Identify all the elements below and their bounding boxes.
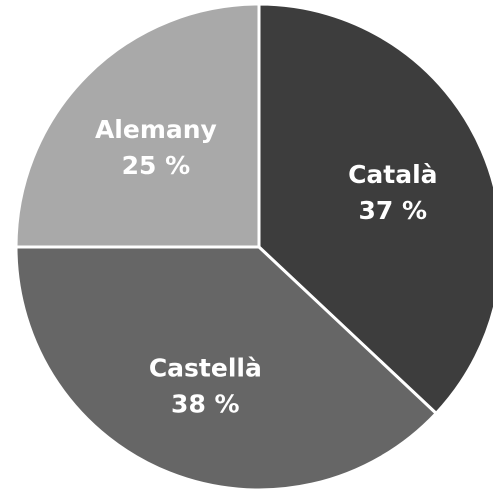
slice-value-català: 37 % bbox=[359, 196, 428, 225]
pie-slices bbox=[14, 2, 493, 492]
pie-labels: Català 37 % Castellà 38 % Alemany 25 % bbox=[95, 115, 438, 419]
slice-value-castellà: 38 % bbox=[171, 390, 240, 419]
pie-slice-castellà bbox=[14, 245, 439, 492]
pie-slice-alemany bbox=[14, 2, 261, 249]
slice-label-castellà: Castellà bbox=[149, 354, 262, 383]
slice-label-alemany: Alemany bbox=[95, 115, 217, 144]
slice-value-alemany: 25 % bbox=[122, 151, 191, 180]
pie-slice-català bbox=[257, 2, 493, 416]
slice-label-català: Català bbox=[348, 160, 437, 189]
